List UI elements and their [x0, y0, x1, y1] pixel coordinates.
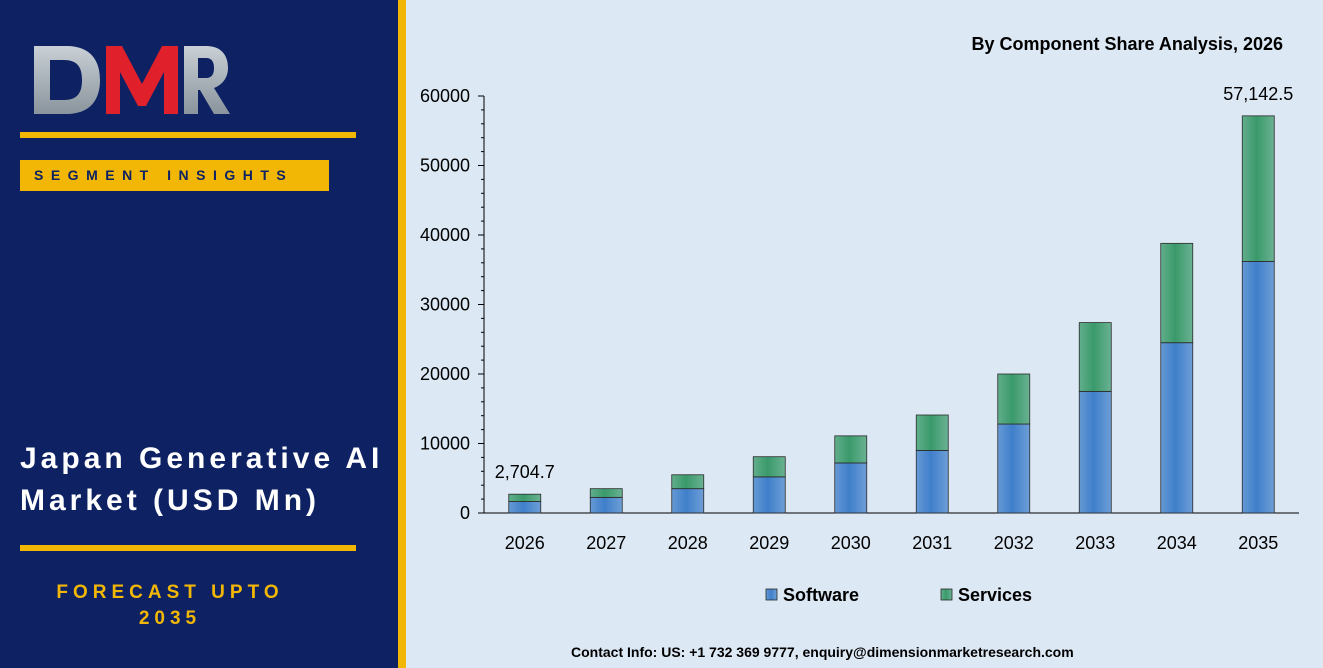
- chart-panel: By Component Share Analysis, 2026 0 10000…: [406, 0, 1323, 668]
- y-tick-label: 0: [460, 503, 470, 523]
- legend-swatch-software: [765, 588, 778, 601]
- bar-services-2033: [1078, 322, 1112, 392]
- dmr-logo: [34, 46, 230, 114]
- top-gold-rule: [20, 132, 356, 138]
- y-tick-label: 40000: [420, 225, 470, 245]
- bar-services-2035: [1241, 115, 1275, 262]
- x-tick-label: 2034: [1157, 533, 1197, 553]
- x-tick-label: 2035: [1238, 533, 1278, 553]
- x-tick-label: 2032: [994, 533, 1034, 553]
- bar-software-2028: [671, 488, 705, 514]
- bar-services-2029: [752, 456, 786, 478]
- x-tick-label: 2027: [586, 533, 626, 553]
- y-tick-label: 20000: [420, 364, 470, 384]
- bar-software-2026: [508, 501, 542, 514]
- chart-title: By Component Share Analysis, 2026: [971, 34, 1283, 54]
- legend-label-software: Software: [783, 585, 859, 605]
- bar-software-2029: [752, 476, 786, 514]
- bar-software-2027: [589, 496, 623, 514]
- x-tick-label: 2026: [505, 533, 545, 553]
- bar-services-2030: [834, 435, 868, 464]
- stacked-bar-chart: 0 10000 20000 30000 40000 50000 60000 2026 2027 2…: [420, 84, 1299, 605]
- left-panel: SEGMENT INSIGHTS Japan Generative AI Mar…: [0, 0, 398, 668]
- bar-services-2034: [1160, 242, 1194, 344]
- bar-services-2026: [508, 493, 542, 502]
- x-tick-label: 2030: [831, 533, 871, 553]
- bar-services-2028: [671, 474, 705, 490]
- bar-software-2035: [1241, 261, 1275, 514]
- x-tick-label: 2029: [749, 533, 789, 553]
- y-tick-label: 50000: [420, 156, 470, 176]
- forecast-line-1: FORECAST UPTO: [56, 582, 284, 603]
- x-tick-label: 2033: [1075, 533, 1115, 553]
- forecast-label: FORECAST UPTO 2035: [20, 580, 320, 632]
- bar-services-2032: [997, 373, 1031, 425]
- y-tick-label: 30000: [420, 295, 470, 315]
- y-tick-label: 10000: [420, 434, 470, 454]
- x-tick-label: 2031: [912, 533, 952, 553]
- gold-divider: [398, 0, 406, 668]
- legend-swatch-services: [940, 588, 953, 601]
- contact-info: Contact Info: US: +1 732 369 9777, enqui…: [571, 644, 1074, 660]
- bar-services-2027: [589, 488, 623, 498]
- segment-insights-label: SEGMENT INSIGHTS: [20, 160, 329, 191]
- bottom-gold-rule: [20, 545, 356, 551]
- data-label-2035: 57,142.5: [1223, 84, 1293, 104]
- bar-software-2031: [915, 450, 949, 514]
- bar-software-2032: [997, 423, 1031, 514]
- bar-software-2030: [834, 462, 868, 514]
- bar-services-2031: [915, 414, 949, 451]
- bar-software-2034: [1160, 342, 1194, 514]
- market-title: Japan Generative AI Market (USD Mn): [20, 442, 384, 517]
- y-tick-label: 60000: [420, 86, 470, 106]
- bar-software-2033: [1078, 390, 1112, 514]
- legend-label-services: Services: [958, 585, 1032, 605]
- forecast-line-2: 2035: [138, 608, 202, 629]
- x-tick-label: 2028: [668, 533, 708, 553]
- data-label-2026: 2,704.7: [495, 462, 555, 482]
